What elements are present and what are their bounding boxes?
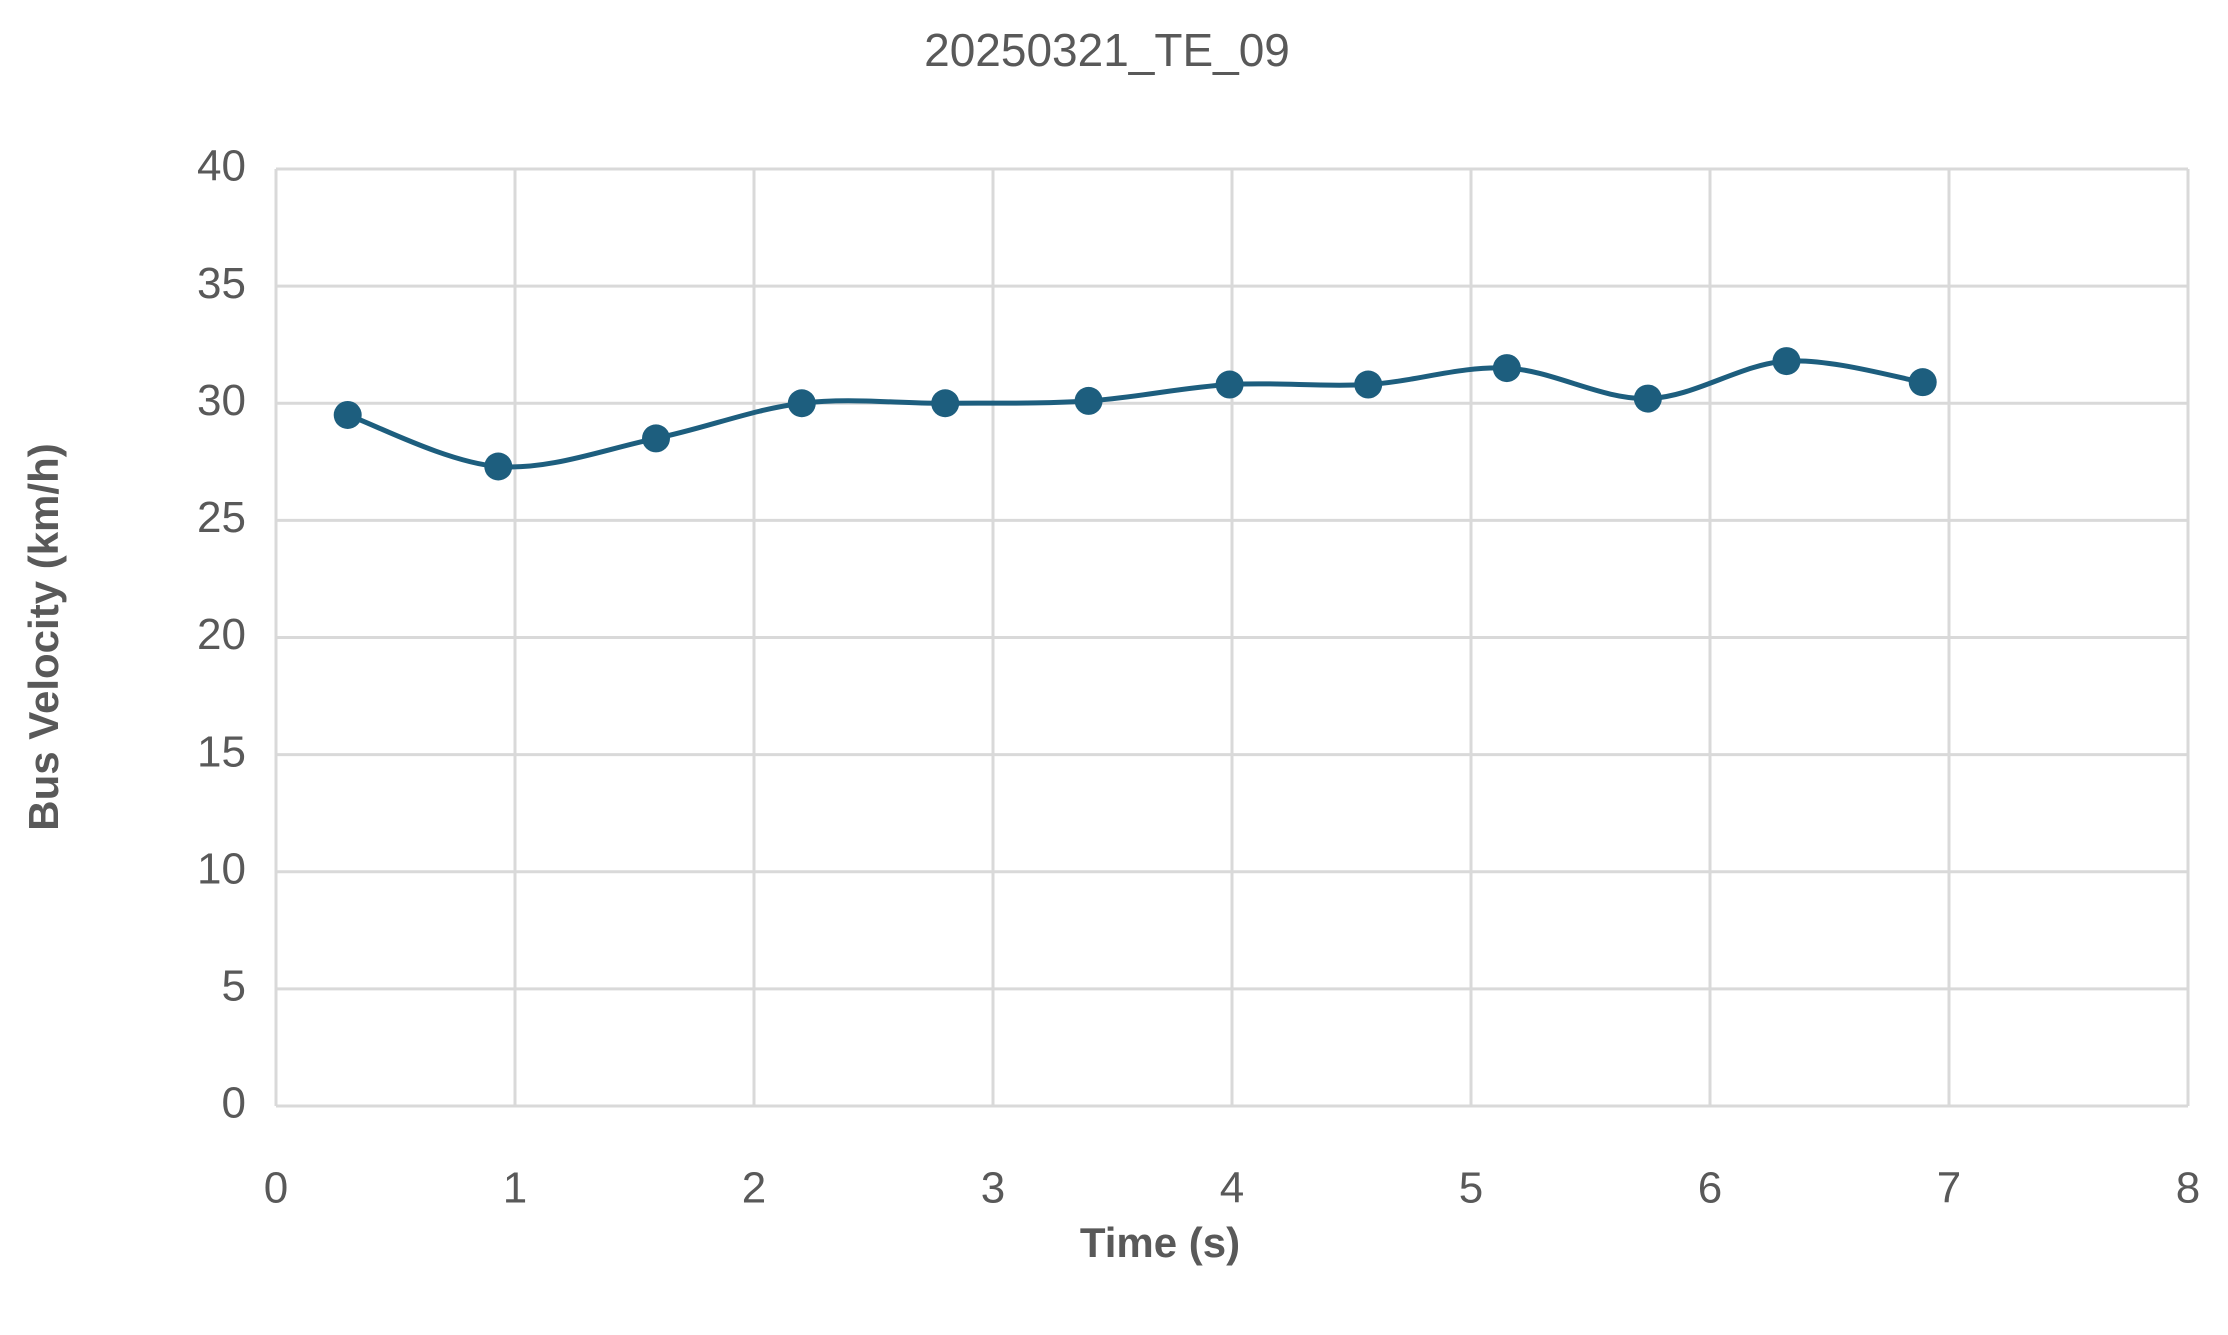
chart-title: 20250321_TE_09 xyxy=(924,24,1290,76)
y-tick-label: 20 xyxy=(197,610,246,659)
marker xyxy=(1354,370,1383,399)
marker xyxy=(1074,386,1103,415)
y-axis-title: Bus Velocity (km/h) xyxy=(20,443,67,830)
y-tick-label: 25 xyxy=(197,493,246,542)
marker xyxy=(787,389,816,418)
x-tick-label: 8 xyxy=(2176,1164,2200,1213)
x-tick-label: 1 xyxy=(503,1164,527,1213)
line xyxy=(346,358,1924,470)
marker xyxy=(484,452,513,481)
x-tick-label: 2 xyxy=(742,1164,766,1213)
y-tick-label: 15 xyxy=(197,727,246,776)
x-tick-label: 0 xyxy=(264,1164,288,1213)
y-tick-label: 40 xyxy=(197,142,246,191)
x-tick-label: 5 xyxy=(1459,1164,1483,1213)
y-tick-label: 35 xyxy=(197,259,246,308)
marker xyxy=(1215,370,1244,399)
x-tick-label: 4 xyxy=(1220,1164,1244,1213)
marker xyxy=(1633,384,1662,413)
x-tick-label: 3 xyxy=(981,1164,1005,1213)
marker xyxy=(1908,368,1937,397)
x-tick-label: 6 xyxy=(1698,1164,1722,1213)
marker xyxy=(931,389,960,418)
marker xyxy=(642,424,671,453)
y-tick-label: 10 xyxy=(197,844,246,893)
y-tick-label: 0 xyxy=(222,1079,246,1128)
x-tick-label: 7 xyxy=(1937,1164,1961,1213)
y-tick-label: 5 xyxy=(222,962,246,1011)
marker xyxy=(1492,354,1521,383)
marker xyxy=(333,400,362,429)
marker xyxy=(1772,347,1801,376)
x-axis-title: Time (s) xyxy=(1080,1219,1240,1266)
y-tick-label: 30 xyxy=(197,376,246,425)
